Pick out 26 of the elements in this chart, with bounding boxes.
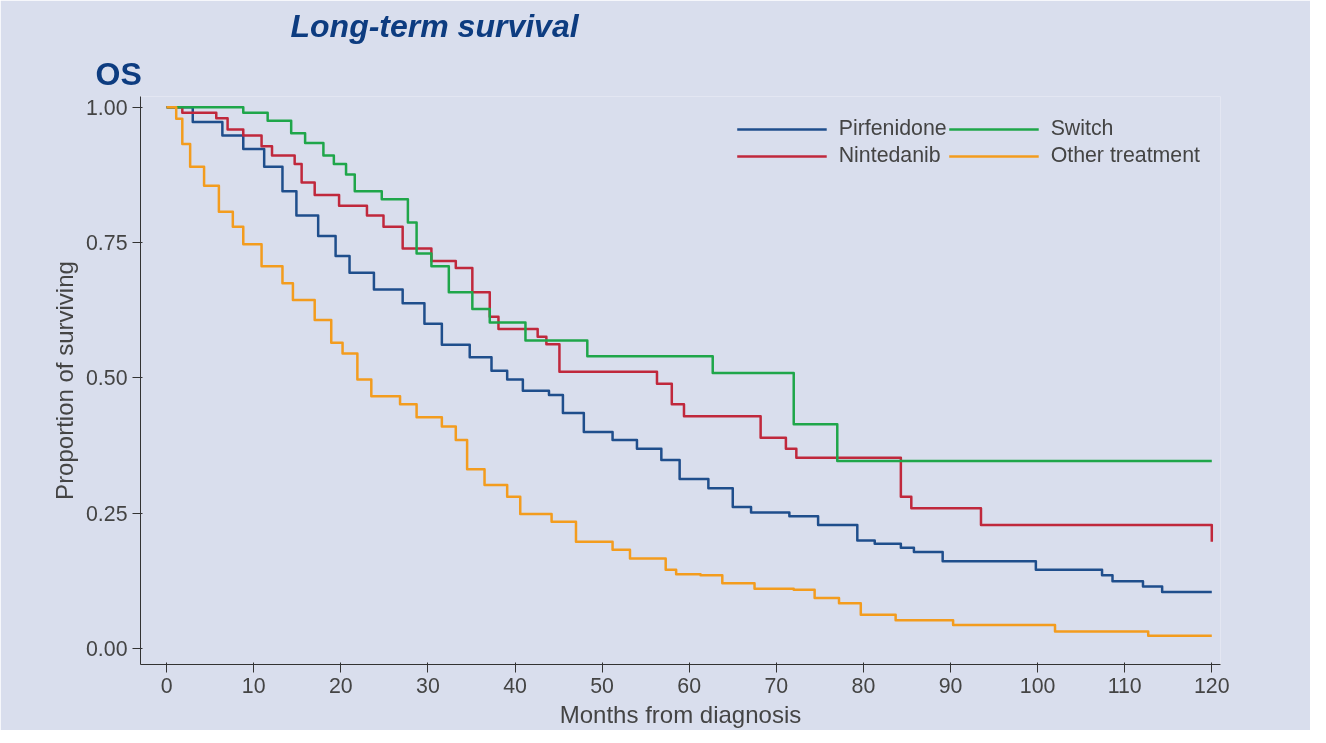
chart-subtitle: OS <box>95 55 142 92</box>
x-tick-label: 10 <box>241 673 266 698</box>
legend-label: Switch <box>1050 116 1114 141</box>
x-tick-label: 60 <box>677 673 702 698</box>
x-tick-label: 30 <box>416 673 440 698</box>
x-tick-label: 50 <box>590 673 615 698</box>
y-tick-label: 0.00 <box>85 636 128 661</box>
legend-label: Nintedanib <box>838 143 941 168</box>
x-tick-label: 40 <box>503 673 528 698</box>
x-axis-title: Months from diagnosis <box>559 700 802 728</box>
y-tick-label: 0.50 <box>85 366 128 391</box>
x-tick-label: 100 <box>1019 673 1056 698</box>
legend-label: Pirfenidone <box>838 116 947 141</box>
x-tick-label: 0 <box>160 673 173 698</box>
y-tick-label: 0.25 <box>85 501 128 526</box>
x-tick-label: 80 <box>851 673 876 698</box>
x-tick-label: 120 <box>1194 673 1230 698</box>
x-tick-label: 90 <box>938 673 963 698</box>
x-tick-label: 20 <box>328 673 353 698</box>
x-tick-label: 110 <box>1107 673 1142 698</box>
y-axis-title: Proportion of surviving <box>50 261 78 500</box>
chart-title: Long-term survival <box>290 7 580 44</box>
x-tick-label: 70 <box>764 673 789 698</box>
y-tick-label: 0.75 <box>85 231 128 256</box>
legend-label: Other treatment <box>1050 143 1200 168</box>
y-tick-label: 1.00 <box>85 95 128 120</box>
